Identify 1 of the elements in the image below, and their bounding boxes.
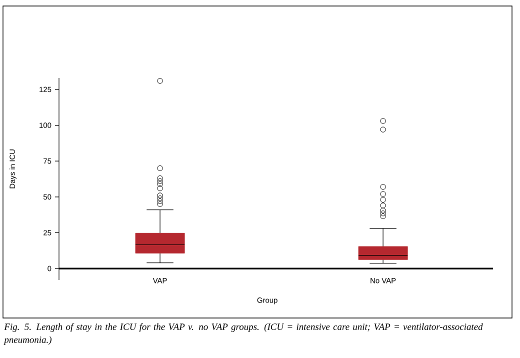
caption: Fig. 5. Length of stay in the ICU for the VAP v. no VAP groups. (ICU = intensive care unit; VAP = ventilator-associated pneumonia.)	[4, 323, 483, 345]
